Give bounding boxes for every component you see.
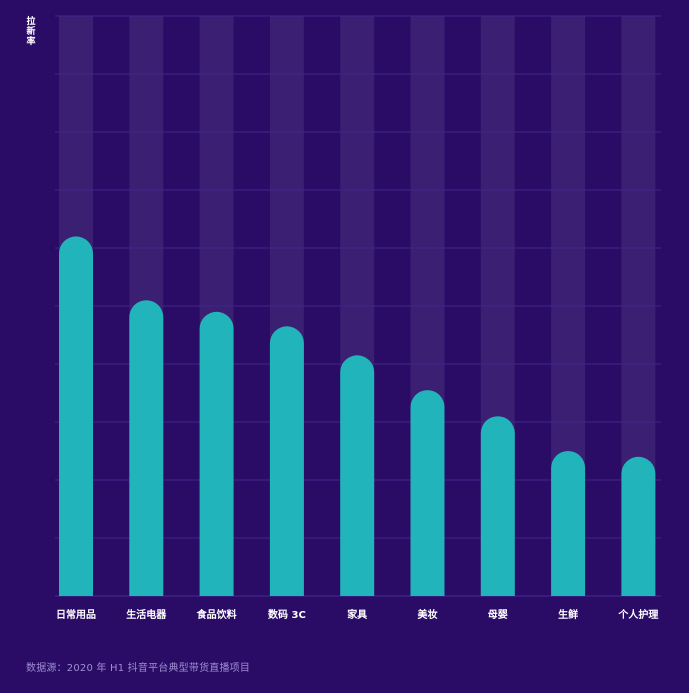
- bar: [59, 236, 93, 596]
- y-axis-label: 拉新率: [26, 15, 35, 47]
- bar: [269, 326, 304, 596]
- y-axis-label-char: 率: [26, 35, 35, 47]
- bar: [199, 311, 234, 596]
- x-tick-label: 家具: [347, 608, 367, 621]
- y-axis-label-char: 拉: [26, 15, 35, 27]
- x-tick-label: 美妆: [418, 608, 438, 621]
- x-tick-label: 母婴: [488, 609, 508, 621]
- source-note: 数据源：2020 年 H1 抖音平台典型带货直播项目: [26, 663, 251, 674]
- x-tick-label: 生活电器: [126, 608, 167, 621]
- y-axis-label-char: 新: [26, 25, 35, 37]
- bar: [410, 390, 445, 596]
- bar: [340, 355, 375, 596]
- bar: [129, 300, 164, 596]
- bar: [480, 416, 515, 596]
- bar: [551, 451, 586, 596]
- x-tick-label: 数码 3C: [268, 608, 306, 621]
- x-tick-label: 食品饮料: [196, 608, 237, 621]
- bar: [621, 456, 656, 596]
- x-tick-label: 生鲜: [558, 608, 578, 621]
- x-tick-label: 个人护理: [617, 608, 658, 621]
- x-tick-label: 日常用品: [56, 608, 96, 621]
